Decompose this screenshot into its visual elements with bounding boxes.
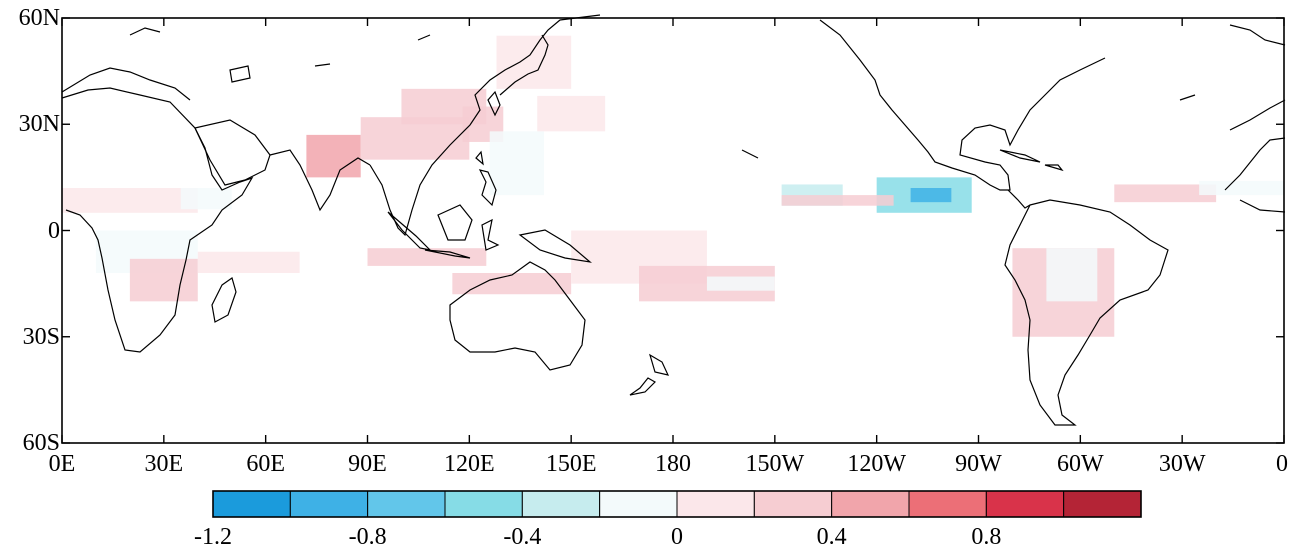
anomaly-cell-7: [62, 188, 198, 213]
colorbar-segment: [985, 490, 1065, 518]
anomaly-cell-4: [489, 131, 545, 196]
anomaly-cell-5: [537, 95, 606, 132]
anomaly-cell-13: [452, 273, 572, 295]
anomaly-cell-12: [367, 248, 487, 266]
lon-label: 180: [655, 451, 691, 477]
coastlines: [61, 14, 1286, 426]
lon-label: 120E: [443, 451, 495, 477]
axis-ticks: [61, 17, 1285, 444]
colorbar-label: -0.8: [348, 524, 387, 550]
colorbar-label: 0.4: [816, 524, 847, 550]
lon-label: 90E: [348, 451, 387, 477]
anomaly-cell-24: [1199, 180, 1284, 196]
coastline-europe: [61, 67, 191, 101]
lat-label: 60S: [22, 430, 60, 456]
anomaly-cell-11: [197, 251, 300, 273]
anomaly-field: [62, 35, 1284, 337]
colorbar-label: 0.8: [971, 524, 1002, 550]
lon-label: 0E: [48, 451, 76, 477]
colorbar-label: -0.4: [503, 524, 542, 550]
coastline-south-america: [1004, 199, 1169, 426]
coastline-madagascar: [211, 277, 237, 323]
lon-label: 90W: [955, 451, 1002, 477]
lon-label: 60W: [1057, 451, 1104, 477]
anomaly-cell-8: [180, 188, 232, 210]
colorbar-segment: [212, 490, 291, 518]
colorbar-segment: [599, 490, 678, 518]
lat-label: 30N: [18, 111, 60, 138]
coastline-arabia: [194, 119, 271, 186]
colorbar-segment: [521, 490, 601, 518]
colorbar-segment: [753, 490, 833, 518]
colorbar-segment: [289, 490, 369, 518]
anomaly-cell-0: [306, 134, 361, 178]
lon-label: 30E: [144, 451, 184, 477]
coastline-north-america: [819, 19, 1106, 191]
colorbar-outline: [212, 490, 1142, 518]
anomaly-cell-6: [496, 35, 572, 89]
anomaly-cell-20: [781, 195, 894, 206]
colorbar-segment: [444, 490, 523, 518]
coastline-japan: [499, 34, 549, 96]
colorbar-segment: [367, 490, 446, 518]
lon-label: 60E: [246, 451, 285, 477]
anomaly-cell-10: [129, 258, 198, 302]
lat-label: 30S: [22, 323, 60, 350]
lon-label: 120W: [847, 451, 906, 477]
anomaly-cell-22: [1046, 248, 1098, 302]
lon-label: 0: [1276, 451, 1288, 477]
lon-label: 30W: [1158, 451, 1206, 477]
colorbar-segment: [908, 490, 987, 518]
colorbar-segment: [831, 490, 910, 518]
colorbar-segment: [676, 490, 755, 518]
anomaly-cell-19: [910, 188, 952, 203]
lat-label: 60N: [18, 5, 60, 31]
lat-label: 0: [48, 217, 60, 244]
coastline-australia: [449, 261, 586, 371]
coastline-india: [269, 149, 371, 212]
colorbar-segment: [1063, 490, 1142, 518]
anomaly-cell-16: [706, 276, 775, 291]
colorbar-label: -1.2: [194, 524, 232, 550]
coastline-africa: [61, 87, 254, 353]
lon-label: 150E: [545, 451, 597, 477]
colorbar-label: 0: [671, 524, 683, 550]
lon-label: 150W: [745, 451, 805, 477]
anomaly-cell-23: [1114, 184, 1217, 203]
colorbar: [212, 490, 1142, 518]
coastline-east-asia: [369, 14, 601, 237]
